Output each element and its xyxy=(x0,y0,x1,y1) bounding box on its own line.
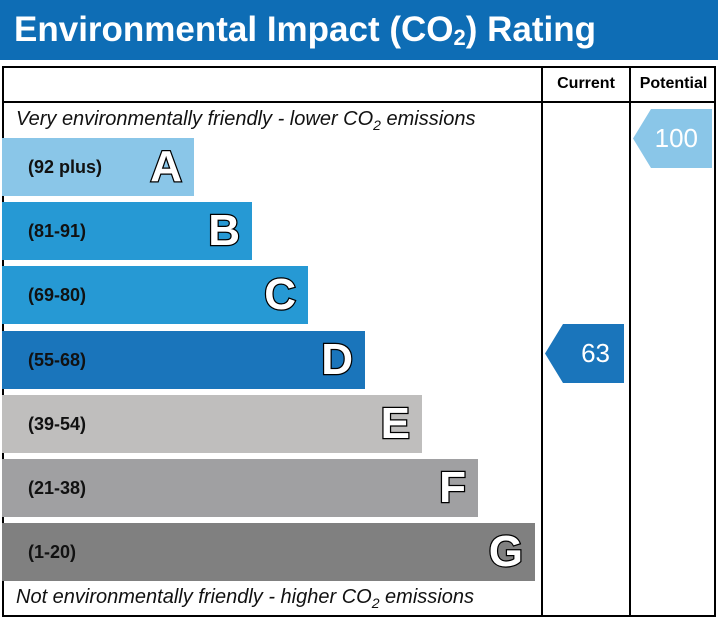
bottom-note: Not environmentally friendly - higher CO… xyxy=(16,586,474,611)
band-e: (39-54) E xyxy=(2,395,422,453)
band-range: (39-54) xyxy=(28,414,87,434)
band-g: (1-20) G xyxy=(2,523,535,581)
band-letter: A xyxy=(149,141,183,193)
chart-title: Environmental Impact (CO2) Rating xyxy=(0,0,718,60)
column-divider xyxy=(541,66,543,617)
potential-rating-arrow: 100 xyxy=(633,109,712,168)
band-range: (55-68) xyxy=(28,350,87,370)
band-d: (55-68) D xyxy=(2,331,365,389)
band-letter: G xyxy=(488,526,525,578)
band-letter: C xyxy=(263,269,297,321)
band-range: (92 plus) xyxy=(28,157,103,177)
band-letter: E xyxy=(379,398,411,450)
band-letter: D xyxy=(320,334,354,386)
band-b: (81-91) B xyxy=(2,202,252,260)
band-range: (69-80) xyxy=(28,285,87,305)
current-rating-arrow: 63 xyxy=(545,324,624,383)
header-divider xyxy=(2,101,716,103)
band-letter: F xyxy=(438,462,467,514)
band-a: (92 plus) A xyxy=(2,138,194,196)
top-note: Very environmentally friendly - lower CO… xyxy=(16,108,476,133)
band-range: (1-20) xyxy=(28,542,77,562)
column-divider xyxy=(629,66,631,617)
band-c: (69-80) C xyxy=(2,266,308,324)
column-header-potential: Potential xyxy=(639,75,708,92)
column-header-current: Current xyxy=(557,75,615,92)
band-range: (81-91) xyxy=(28,221,87,241)
band-letter: B xyxy=(207,205,241,257)
band-f: (21-38) F xyxy=(2,459,478,517)
band-range: (21-38) xyxy=(28,478,87,498)
